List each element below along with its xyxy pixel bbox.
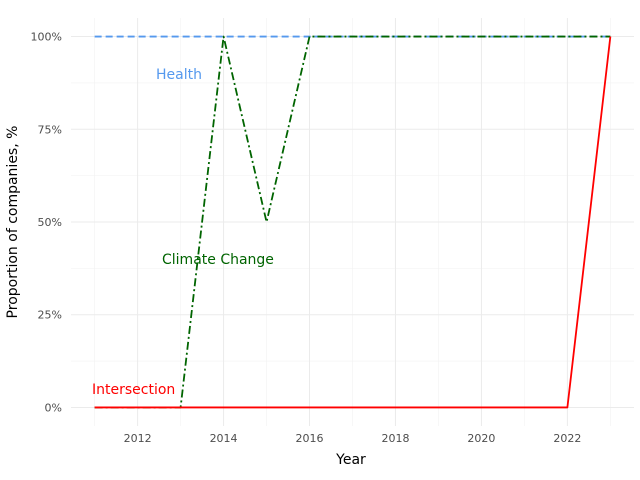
- series-label-health: Health: [156, 67, 202, 83]
- series-line-intersection: [94, 36, 612, 409]
- x-axis-title: Year: [335, 452, 366, 468]
- y-tick-label: 50%: [38, 216, 62, 229]
- series-label-intersection: Intersection: [92, 382, 175, 398]
- x-axis-ticks: 2012 2014 2016 2018 2020 2022: [124, 432, 582, 445]
- series-lines: [94, 35, 612, 409]
- y-axis-ticks: 0% 25% 50% 75% 100%: [31, 31, 62, 415]
- x-tick-label: 2022: [553, 432, 581, 445]
- x-tick-label: 2020: [467, 432, 495, 445]
- y-tick-label: 25%: [38, 309, 62, 322]
- x-tick-label: 2016: [296, 432, 324, 445]
- y-axis-title: Proportion of companies, %: [5, 126, 21, 319]
- x-tick-label: 2018: [381, 432, 409, 445]
- y-tick-label: 75%: [38, 123, 62, 136]
- series-labels: Health Climate Change Intersection: [92, 67, 274, 398]
- x-tick-label: 2012: [124, 432, 152, 445]
- x-tick-label: 2014: [210, 432, 238, 445]
- y-tick-label: 0%: [45, 401, 62, 414]
- series-label-climate-change: Climate Change: [162, 252, 274, 268]
- y-tick-label: 100%: [31, 31, 62, 44]
